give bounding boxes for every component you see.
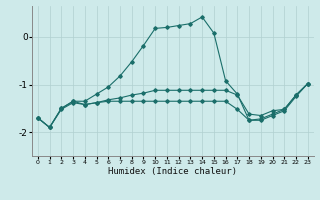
X-axis label: Humidex (Indice chaleur): Humidex (Indice chaleur) bbox=[108, 167, 237, 176]
